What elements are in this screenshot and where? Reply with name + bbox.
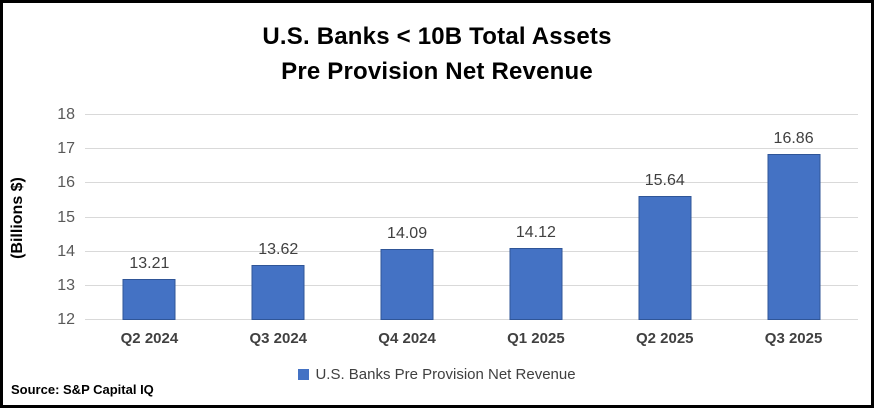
y-tick-label: 17 bbox=[57, 140, 75, 158]
gridline bbox=[85, 114, 858, 115]
chart-title-line-2: Pre Provision Net Revenue bbox=[281, 58, 593, 85]
y-tick-label: 12 bbox=[57, 311, 75, 328]
bar-q4-2024 bbox=[380, 248, 434, 320]
legend-marker-blue-square bbox=[298, 369, 310, 380]
y-tick-label: 14 bbox=[57, 242, 75, 260]
gridline bbox=[85, 284, 858, 286]
x-tick-label: Q3 2024 bbox=[249, 330, 308, 347]
source-attribution: Source: S&P Capital IQ bbox=[11, 382, 154, 397]
y-axis-tick-labels: 12 13 14 15 16 17 18 bbox=[31, 107, 75, 328]
y-tick-label: 16 bbox=[57, 174, 75, 192]
plot-area: 13.21 13.62 14.09 14.12 15.64 16.86 bbox=[85, 114, 858, 320]
y-tick-label: 13 bbox=[57, 276, 75, 294]
gridline bbox=[85, 216, 858, 218]
y-tick-label: 18 bbox=[57, 106, 75, 123]
chart-title: U.S. Banks < 10B Total Assets Pre Provis… bbox=[3, 19, 871, 89]
x-tick-label: Q1 2025 bbox=[507, 330, 565, 347]
bar-q3-2025 bbox=[767, 153, 821, 320]
bar-q3-2024 bbox=[251, 264, 305, 320]
y-axis-title-text: (Billions $) bbox=[9, 176, 26, 259]
gridline bbox=[85, 182, 858, 184]
x-axis-labels: Q2 2024 Q3 2024 Q4 2024 Q1 2025 Q2 2025 Q3 20… bbox=[85, 330, 858, 347]
bar-q1-2025 bbox=[509, 247, 563, 320]
bar-q2-2024 bbox=[122, 278, 176, 320]
gridline bbox=[85, 250, 858, 252]
bar-data-label: 15.64 bbox=[644, 171, 685, 189]
x-tick-label: Q2 2025 bbox=[635, 330, 694, 347]
bar-data-label: 13.62 bbox=[258, 240, 299, 258]
gridline bbox=[85, 319, 858, 320]
x-tick-label: Q3 2025 bbox=[764, 330, 823, 347]
bar-data-label: 16.86 bbox=[773, 129, 814, 147]
bar-data-label: 14.09 bbox=[387, 224, 428, 242]
x-tick-label: Q2 2024 bbox=[120, 330, 179, 347]
y-tick-label: 15 bbox=[57, 208, 75, 226]
legend: U.S. Banks Pre Provision Net Revenue bbox=[3, 366, 871, 383]
bar-data-label: 14.12 bbox=[515, 223, 556, 241]
chart-title-line-1: U.S. Banks < 10B Total Assets bbox=[262, 23, 612, 50]
y-axis-title: (Billions $) bbox=[5, 115, 31, 320]
legend-series-label: U.S. Banks Pre Provision Net Revenue bbox=[315, 366, 576, 383]
x-tick-label: Q4 2024 bbox=[378, 330, 436, 347]
bar-q2-2025 bbox=[638, 195, 692, 320]
bar-data-label: 13.21 bbox=[129, 254, 170, 272]
gridline bbox=[85, 148, 858, 150]
